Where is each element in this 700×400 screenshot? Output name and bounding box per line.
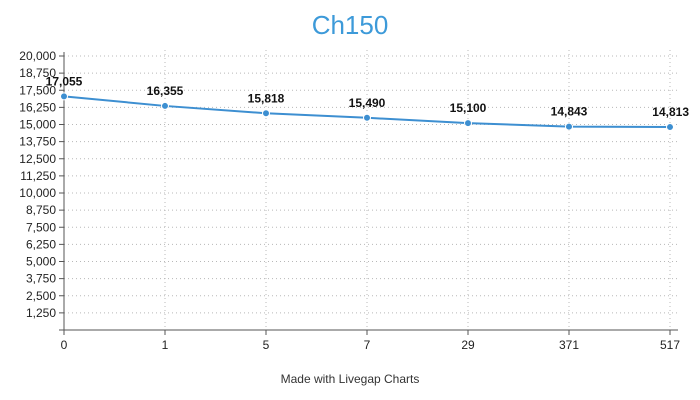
y-tick-label: 15,000	[19, 118, 56, 132]
y-tick-label: 11,250	[20, 169, 56, 183]
footer-credit: Made with Livegap Charts	[280, 372, 420, 386]
data-label: 14,843	[551, 105, 588, 119]
data-point	[262, 109, 270, 118]
data-label: 15,490	[349, 96, 386, 110]
data-points	[60, 92, 674, 132]
data-label: 14,813	[652, 105, 689, 119]
y-tick-label: 10,000	[19, 186, 56, 200]
y-tick-label: 5,000	[26, 255, 56, 269]
x-tick-label: 371	[559, 338, 579, 352]
data-label: 15,818	[248, 91, 285, 105]
data-point	[464, 119, 472, 128]
data-point	[161, 101, 169, 110]
y-tick-label: 18,750	[19, 66, 56, 80]
data-label: 15,100	[450, 101, 487, 115]
y-tick-label: 2,500	[26, 289, 56, 303]
y-tick-label: 7,500	[26, 220, 56, 234]
data-labels: 17,055 16,355 15,818 15,490 15,100 14,843 14,8…	[46, 74, 690, 119]
y-tick-label: 13,750	[19, 135, 56, 149]
data-point	[666, 123, 674, 132]
data-label: 16,355	[147, 84, 184, 98]
x-tick-label: 7	[364, 338, 371, 352]
chart-title: Ch150	[311, 10, 389, 40]
x-axis-ticks: 0 1 5 7 29 371 517	[61, 330, 680, 352]
y-tick-label: 3,750	[26, 272, 56, 286]
data-point	[363, 113, 371, 122]
y-tick-label: 12,500	[19, 152, 56, 166]
y-tick-label: 8,750	[26, 203, 56, 217]
y-tick-label: 1,250	[26, 306, 56, 320]
y-tick-label: 6,250	[26, 237, 56, 251]
data-point	[60, 92, 68, 101]
data-point	[565, 122, 573, 131]
x-tick-label: 0	[61, 338, 68, 352]
grid-lines	[64, 50, 678, 330]
x-tick-label: 5	[263, 338, 270, 352]
data-label: 17,055	[46, 74, 83, 88]
x-tick-label: 1	[162, 338, 169, 352]
y-tick-label: 16,250	[19, 100, 56, 114]
y-tick-label: 17,500	[19, 83, 56, 97]
x-tick-label: 517	[660, 338, 680, 352]
y-tick-label: 20,000	[19, 49, 56, 63]
y-axis-ticks: 1,250 2,500 3,750 5,000 6,250 7,500 8,750 10,00…	[19, 49, 64, 320]
x-tick-label: 29	[461, 338, 475, 352]
